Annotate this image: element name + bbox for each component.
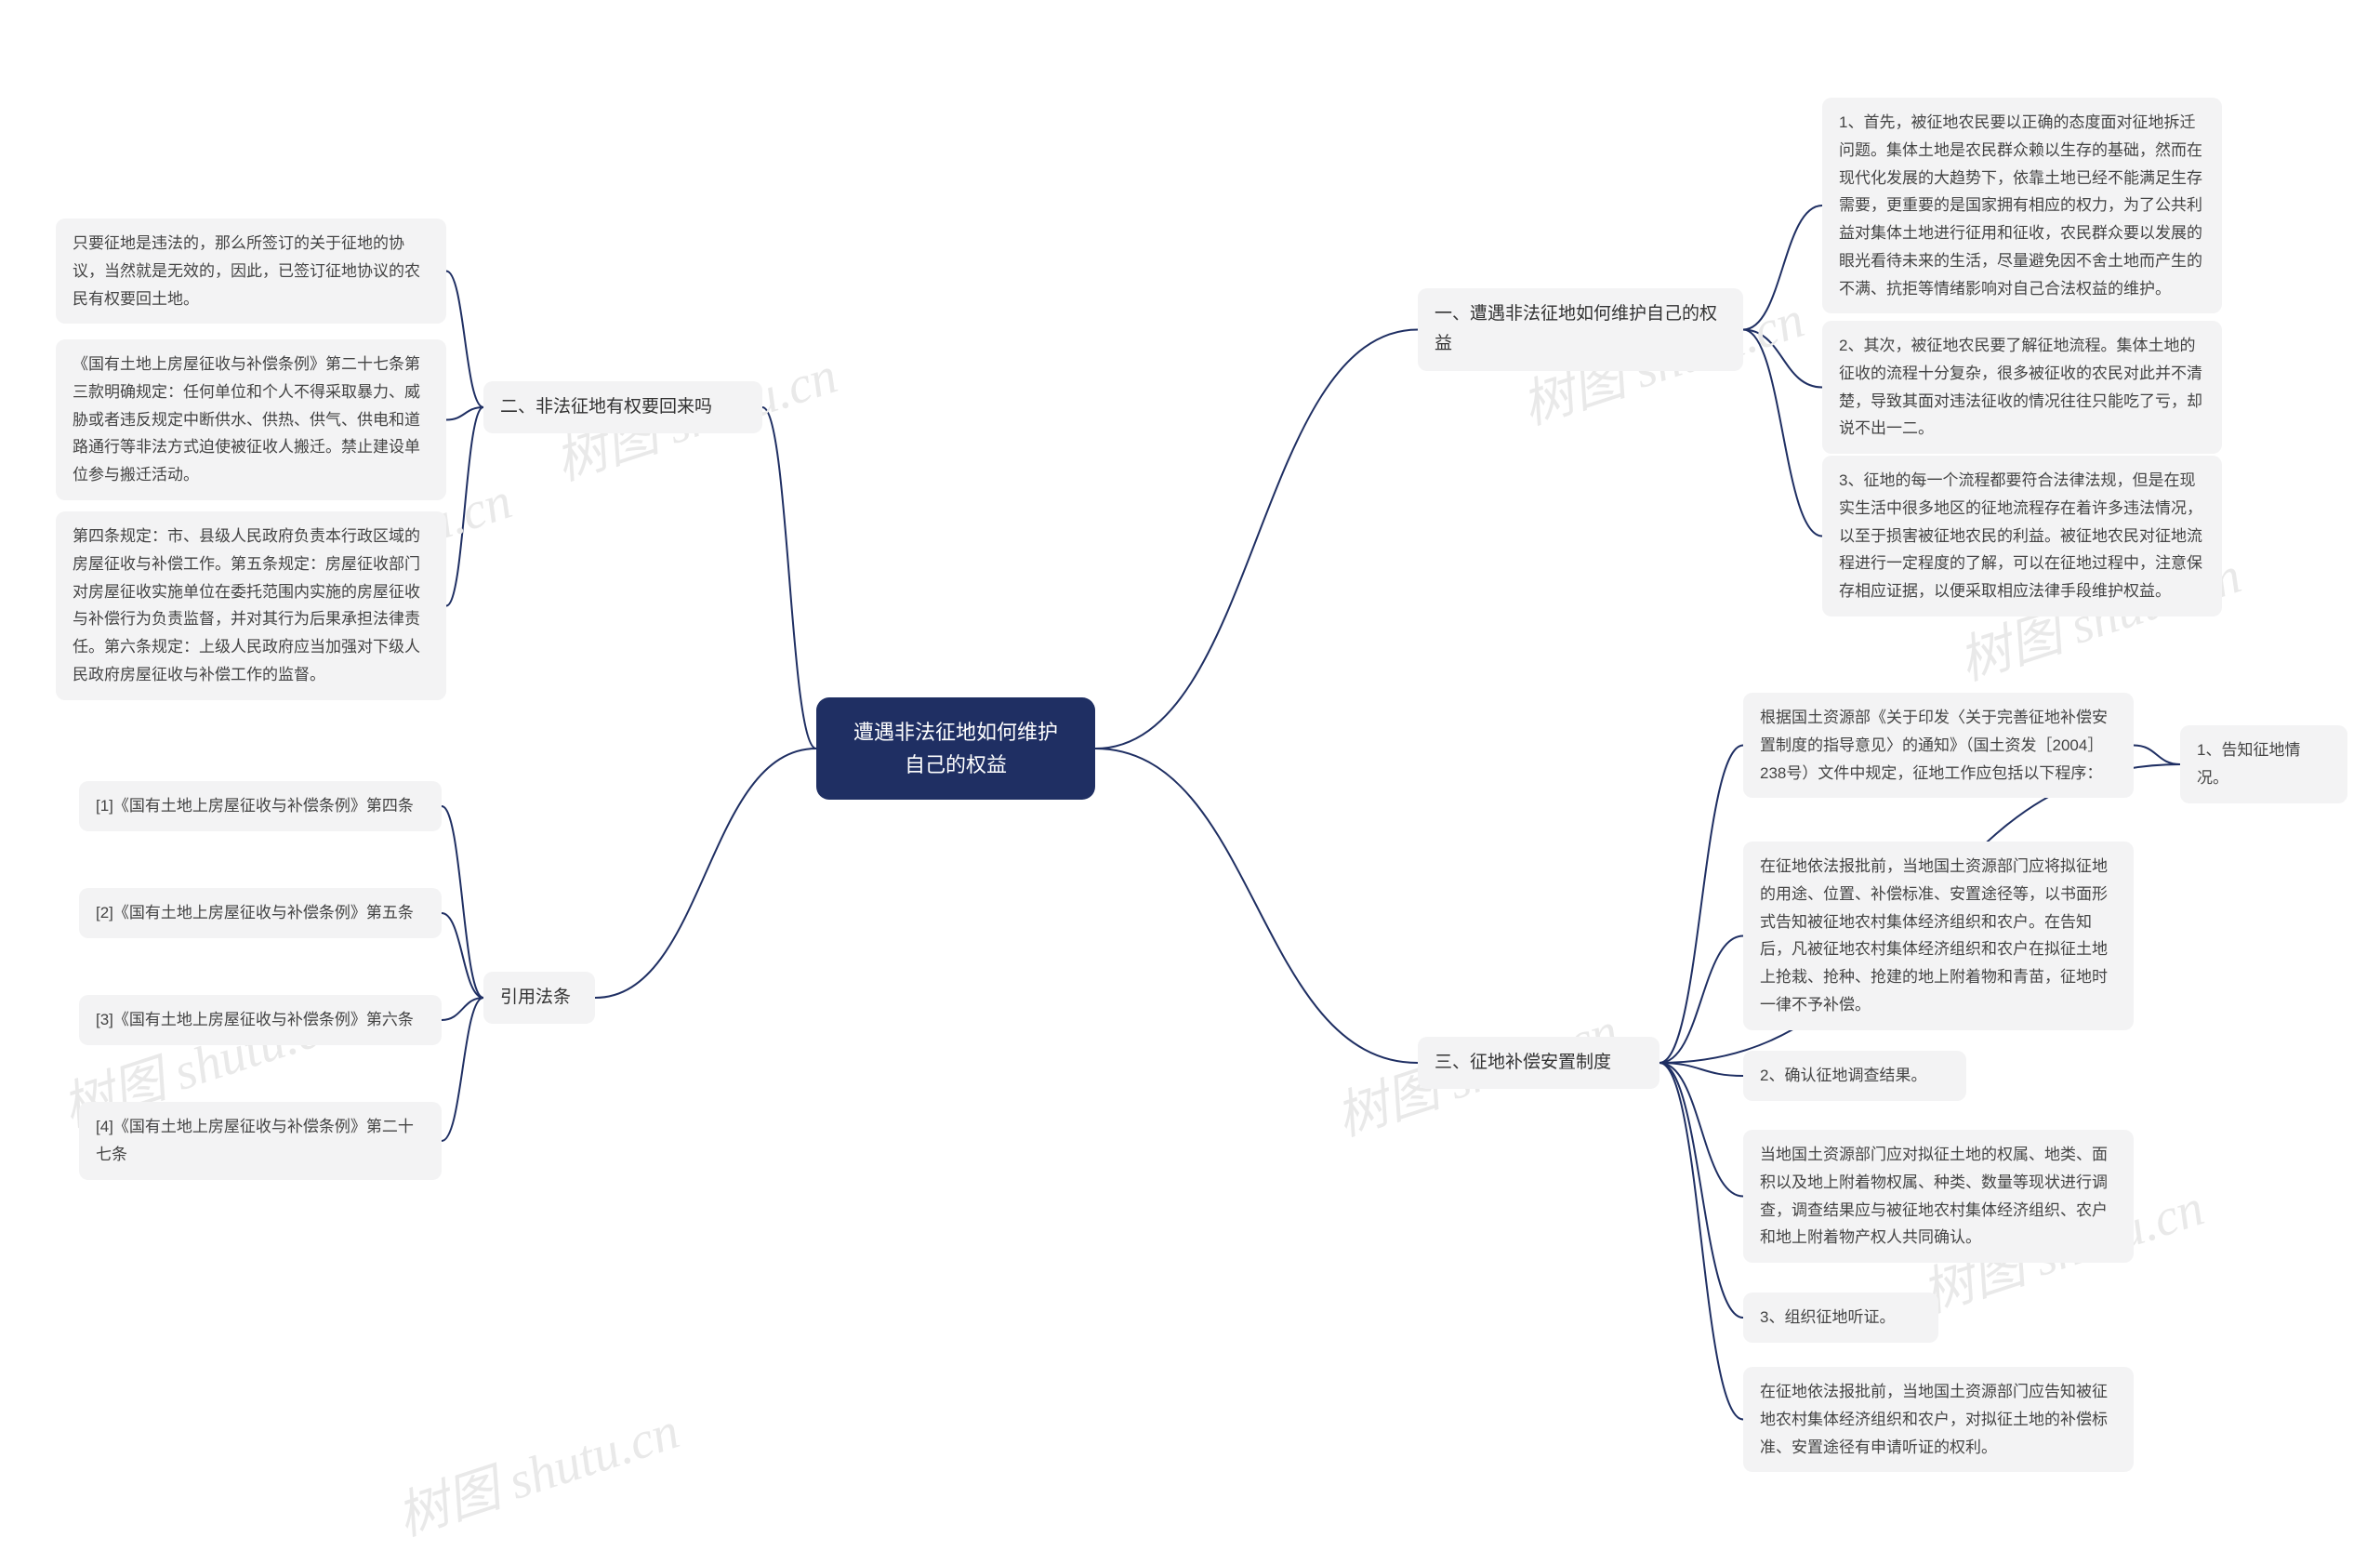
leaf-b3l5: 3、组织征地听证。 (1743, 1292, 1938, 1343)
connector (1095, 749, 1418, 1063)
leaf-b1l1: 1、首先，被征地农民要以正确的态度面对征地拆迁问题。集体土地是农民群众赖以生存的… (1822, 98, 2222, 313)
connector (1659, 936, 1743, 1064)
connector (1659, 1063, 1743, 1318)
branch-b2: 二、非法征地有权要回来吗 (483, 381, 762, 433)
leaf-b1l3: 3、征地的每一个流程都要符合法律法规，但是在现实生活中很多地区的征地流程存在着许… (1822, 456, 2222, 616)
branch-b4: 引用法条 (483, 972, 595, 1024)
connector (442, 998, 483, 1141)
connector (1743, 330, 1822, 388)
leaf-b3l6: 在征地依法报批前，当地国土资源部门应告知被征地农村集体经济组织和农户，对拟征土地… (1743, 1367, 2134, 1472)
connector (1659, 1063, 1743, 1420)
leaf-b4l1: [1]《国有土地上房屋征收与补偿条例》第四条 (79, 781, 442, 831)
leaf-b3l1: 根据国土资源部《关于印发〈关于完善征地补偿安置制度的指导意见〉的通知》（国土资发… (1743, 693, 2134, 798)
connector (442, 913, 483, 998)
leaf-b2l1: 只要征地是违法的，那么所签订的关于征地的协议，当然就是无效的，因此，已签订征地协… (56, 219, 446, 324)
leaf-b1l2: 2、其次，被征地农民要了解征地流程。集体土地的征收的流程十分复杂，很多被征收的农… (1822, 321, 2222, 454)
connector (1743, 330, 1822, 537)
leaf-b4l3: [3]《国有土地上房屋征收与补偿条例》第六条 (79, 995, 442, 1045)
connector (446, 407, 483, 606)
connector (442, 998, 483, 1020)
leaf-b2l3: 第四条规定：市、县级人民政府负责本行政区域的房屋征收与补偿工作。第五条规定：房屋… (56, 511, 446, 700)
connector (446, 407, 483, 420)
connector (446, 272, 483, 408)
branch-b3: 三、征地补偿安置制度 (1418, 1037, 1659, 1089)
leaf-b3l2: 在征地依法报批前，当地国土资源部门应将拟征地的用途、位置、补偿标准、安置途径等，… (1743, 842, 2134, 1030)
connector (1659, 1063, 1743, 1197)
connector (595, 749, 816, 998)
branch-b1: 一、遭遇非法征地如何维护自己的权益 (1418, 288, 1743, 371)
connector (1743, 205, 1822, 330)
mindmap-canvas: 树图 shutu.cn树图 shutu.cn树图 shutu.cn树图 shut… (0, 0, 2380, 1502)
leaf-b4l4: [4]《国有土地上房屋征收与补偿条例》第二十七条 (79, 1102, 442, 1180)
leaf-b2l2: 《国有土地上房屋征收与补偿条例》第二十七条第三款明确规定：任何单位和个人不得采取… (56, 339, 446, 500)
connector (762, 407, 816, 749)
connector (2134, 746, 2180, 765)
connector (1659, 1063, 1743, 1076)
leaf-b3l4: 当地国土资源部门应对拟征土地的权属、地类、面积以及地上附着物权属、种类、数量等现… (1743, 1130, 2134, 1263)
leaf-b4l2: [2]《国有土地上房屋征收与补偿条例》第五条 (79, 888, 442, 938)
leaf-b3l3: 2、确认征地调查结果。 (1743, 1051, 1966, 1101)
connector (1659, 746, 1743, 1064)
connector (442, 806, 483, 998)
root-node: 遭遇非法征地如何维护自己的权益 (816, 697, 1095, 800)
leaf-b3l1r: 1、告知征地情况。 (2180, 725, 2347, 803)
watermark: 树图 shutu.cn (386, 1388, 687, 1550)
connector (1095, 330, 1418, 749)
